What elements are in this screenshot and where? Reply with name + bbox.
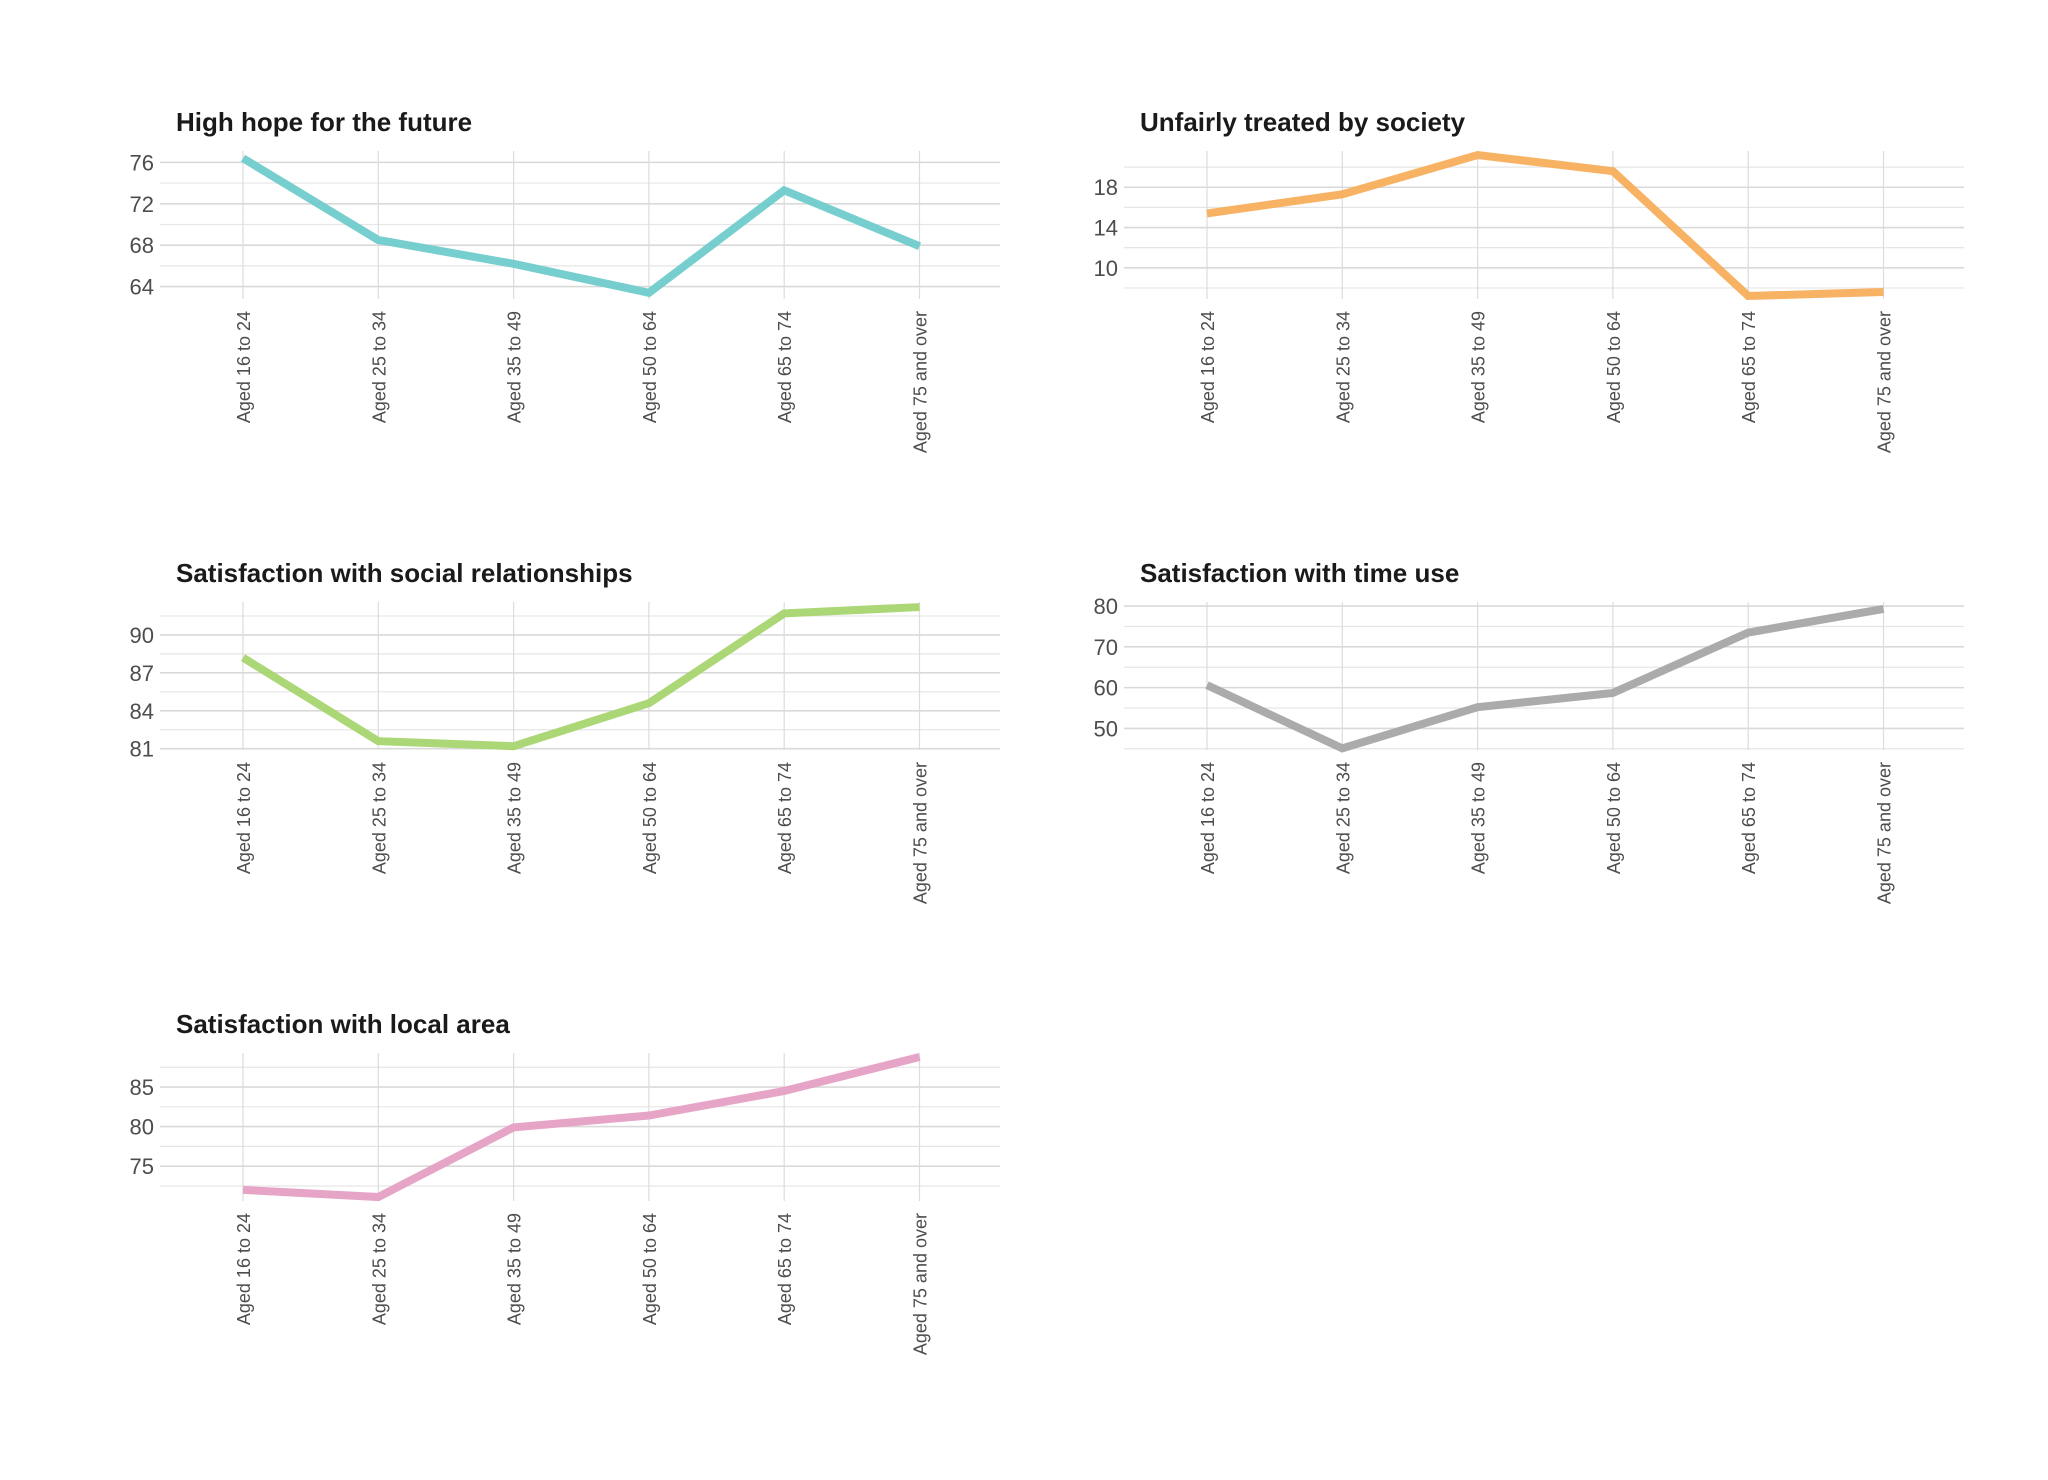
x-tick-label: Aged 75 and over bbox=[911, 1213, 931, 1355]
y-tick-label: 60 bbox=[1094, 676, 1118, 701]
y-tick-label: 80 bbox=[1094, 594, 1118, 619]
series-line bbox=[1207, 155, 1884, 296]
y-tick-label: 84 bbox=[130, 699, 154, 724]
chart-panel-1: High hope for the future 64 72 68 76 Aged 16 … bbox=[130, 107, 1000, 453]
x-tick-label: Aged 16 to 24 bbox=[234, 762, 254, 874]
x-tick-label: Aged 65 to 74 bbox=[1739, 311, 1759, 423]
x-tick-label: Aged 50 to 64 bbox=[640, 311, 660, 423]
x-tick-label: Aged 65 to 74 bbox=[775, 311, 795, 423]
y-tick-label: 64 bbox=[130, 275, 154, 300]
y-tick-label: 85 bbox=[130, 1075, 154, 1100]
x-tick-label: Aged 75 and over bbox=[911, 311, 931, 453]
x-tick-label: Aged 35 to 49 bbox=[505, 311, 525, 423]
x-tick-label: Aged 25 to 34 bbox=[369, 311, 389, 423]
chart-title: High hope for the future bbox=[176, 107, 472, 137]
x-tick-label: Aged 50 to 64 bbox=[1604, 311, 1624, 423]
x-tick-label: Aged 35 to 49 bbox=[1469, 762, 1489, 874]
chart-panel-3: Satisfaction with social relationships 81… bbox=[130, 558, 1000, 904]
chart-title: Unfairly treated by society bbox=[1140, 107, 1466, 137]
chart-panel-5: Satisfaction with local area 75 80 85 Aged 1… bbox=[130, 1009, 1000, 1355]
x-tick-label: Aged 16 to 24 bbox=[1198, 311, 1218, 423]
x-tick-label: Aged 25 to 34 bbox=[369, 762, 389, 874]
y-tick-label: 75 bbox=[130, 1154, 154, 1179]
x-tick-label: Aged 35 to 49 bbox=[505, 1213, 525, 1325]
y-tick-label: 80 bbox=[130, 1115, 154, 1140]
y-tick-label: 70 bbox=[1094, 635, 1118, 660]
y-tick-label: 90 bbox=[130, 623, 154, 648]
x-tick-label: Aged 65 to 74 bbox=[1739, 762, 1759, 874]
y-tick-label: 68 bbox=[130, 233, 154, 258]
series-line bbox=[1207, 609, 1884, 748]
y-tick-label: 10 bbox=[1094, 256, 1118, 281]
y-tick-label: 50 bbox=[1094, 716, 1118, 741]
x-tick-label: Aged 16 to 24 bbox=[1198, 762, 1218, 874]
y-tick-label: 81 bbox=[130, 737, 154, 762]
x-tick-label: Aged 50 to 64 bbox=[640, 1213, 660, 1325]
x-tick-label: Aged 50 to 64 bbox=[640, 762, 660, 874]
series-line bbox=[243, 607, 920, 746]
x-tick-label: Aged 75 and over bbox=[911, 762, 931, 904]
chart-panel-2: Unfairly treated by society 10 14 18 Aged 16… bbox=[1094, 107, 1964, 453]
x-tick-label: Aged 65 to 74 bbox=[775, 762, 795, 874]
series-line bbox=[243, 158, 920, 293]
chart-title: Satisfaction with local area bbox=[176, 1009, 510, 1039]
x-tick-label: Aged 65 to 74 bbox=[775, 1213, 795, 1325]
chart-panel-4: Satisfaction with time use 50 60 70 80 Aged 1… bbox=[1094, 558, 1964, 904]
x-tick-label: Aged 16 to 24 bbox=[234, 1213, 254, 1325]
y-tick-label: 72 bbox=[130, 192, 154, 217]
y-tick-label: 87 bbox=[130, 661, 154, 686]
x-tick-label: Aged 25 to 34 bbox=[369, 1213, 389, 1325]
x-tick-label: Aged 16 to 24 bbox=[234, 311, 254, 423]
x-tick-label: Aged 35 to 49 bbox=[1469, 311, 1489, 423]
x-tick-label: Aged 25 to 34 bbox=[1333, 311, 1353, 423]
chart-title: Satisfaction with social relationships bbox=[176, 558, 633, 588]
x-tick-label: Aged 35 to 49 bbox=[505, 762, 525, 874]
chart-title: Satisfaction with time use bbox=[1140, 558, 1459, 588]
y-tick-label: 76 bbox=[130, 150, 154, 175]
x-tick-label: Aged 75 and over bbox=[1875, 762, 1895, 904]
x-tick-label: Aged 25 to 34 bbox=[1333, 762, 1353, 874]
y-tick-label: 14 bbox=[1094, 216, 1118, 241]
x-tick-label: Aged 50 to 64 bbox=[1604, 762, 1624, 874]
x-tick-label: Aged 75 and over bbox=[1875, 311, 1895, 453]
y-tick-label: 18 bbox=[1094, 175, 1118, 200]
